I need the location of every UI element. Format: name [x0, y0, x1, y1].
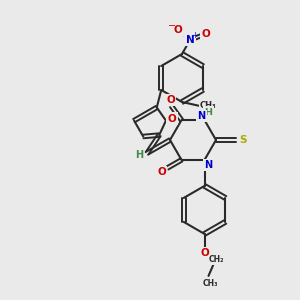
Text: −: −	[168, 21, 176, 31]
Text: O: O	[174, 25, 182, 35]
Text: +: +	[192, 32, 198, 40]
Text: CH₃: CH₃	[200, 101, 216, 110]
Text: S: S	[239, 135, 247, 145]
Text: O: O	[200, 248, 209, 258]
Text: H: H	[135, 150, 143, 160]
Text: N: N	[197, 111, 206, 121]
Text: O: O	[157, 167, 166, 177]
Text: O: O	[166, 95, 175, 105]
Text: O: O	[168, 114, 176, 124]
Text: N: N	[186, 35, 194, 45]
Text: CH₃: CH₃	[203, 279, 218, 288]
Text: CH₂: CH₂	[209, 255, 224, 264]
Text: O: O	[202, 29, 210, 39]
Text: H: H	[205, 108, 212, 117]
Text: N: N	[204, 160, 213, 170]
